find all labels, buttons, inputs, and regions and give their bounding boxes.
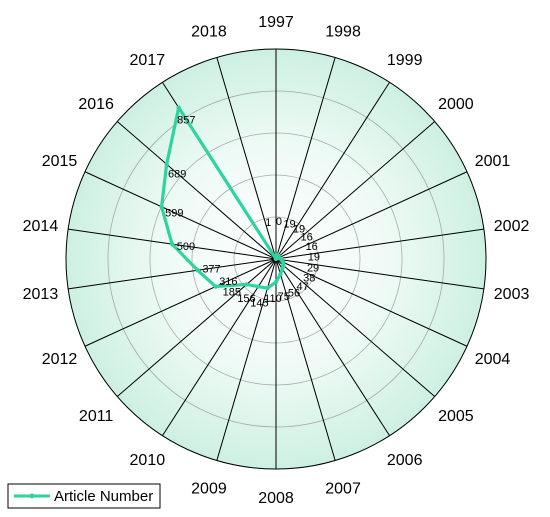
spoke-2000 [275, 121, 436, 260]
spoke-2018 [216, 57, 277, 260]
spoke-2009 [216, 258, 277, 461]
point-2007 [278, 271, 283, 277]
category-label-2001: 2001 [475, 153, 511, 170]
value-label-2007: 75 [278, 291, 290, 303]
value-label-1999: 19 [293, 224, 305, 236]
category-label-2015: 2015 [42, 153, 78, 170]
point-2004 [281, 260, 286, 265]
category-label-2009: 2009 [191, 480, 227, 497]
category-label-2008: 2008 [258, 490, 294, 507]
category-label-2007: 2007 [325, 480, 361, 497]
spoke-2004 [275, 258, 468, 347]
category-label-2012: 2012 [42, 351, 78, 368]
value-label-2016: 689 [168, 168, 186, 180]
category-label-2003: 2003 [494, 286, 530, 303]
category-label-2000: 2000 [438, 96, 474, 113]
category-labels: 1997 1998 1999 2000 2001 2002 2003 2004 2005 2006… [23, 14, 530, 507]
legend-box [7, 483, 161, 509]
spoke-2007 [275, 258, 336, 461]
point-2012 [213, 284, 218, 289]
spoke-2012 [84, 258, 277, 347]
value-label-2017: 857 [177, 114, 195, 126]
point-2014 [169, 241, 175, 247]
polar-sectors [65, 48, 487, 470]
point-2011 [244, 282, 249, 287]
value-label-2009: 145 [250, 297, 268, 309]
category-label-2010: 2010 [130, 452, 166, 469]
point-2015 [159, 204, 164, 209]
point-2008 [273, 279, 279, 285]
category-label-1997: 1997 [258, 14, 294, 31]
value-label-2011: 185 [223, 287, 241, 299]
value-label-2001: 16 [306, 241, 318, 253]
category-label-2017: 2017 [130, 52, 166, 69]
series-layer [159, 105, 286, 291]
value-label-2005: 47 [297, 281, 309, 293]
value-label-2015: 599 [165, 208, 183, 220]
spoke-2001 [275, 171, 468, 260]
point-2016 [164, 162, 169, 167]
spoke-2015 [84, 171, 277, 260]
category-label-2016: 2016 [78, 96, 114, 113]
spoke-2016 [116, 121, 277, 260]
value-label-2004: 38 [303, 272, 315, 284]
category-label-1998: 1998 [325, 24, 361, 41]
point-2010 [256, 284, 261, 289]
point-2017 [176, 105, 181, 110]
spoke-2002 [275, 228, 484, 260]
value-label-2006: 56 [288, 287, 300, 299]
spoke-2003 [275, 258, 484, 290]
legend: Article Number [7, 483, 161, 509]
value-label-2010: 156 [237, 293, 255, 305]
legend-entry-label: Article Number [54, 488, 153, 505]
category-label-2004: 2004 [475, 351, 511, 368]
spoke-2010 [162, 258, 277, 436]
spoke-1998 [275, 57, 336, 260]
value-label-2002: 19 [308, 252, 320, 264]
value-label-2008: 110 [264, 293, 282, 305]
point-2009 [265, 286, 270, 291]
category-label-2006: 2006 [387, 452, 423, 469]
category-label-2005: 2005 [438, 408, 474, 425]
point-2018 [273, 256, 279, 261]
category-label-2013: 2013 [23, 286, 59, 303]
category-label-2011: 2011 [79, 408, 114, 425]
value-label-2012: 316 [219, 276, 237, 288]
value-label-2014: 500 [177, 241, 195, 253]
value-label-1998: 19 [283, 218, 295, 230]
spoke-2006 [275, 258, 390, 436]
legend-swatch-marker [29, 493, 35, 499]
spoke-2005 [275, 258, 436, 397]
spoke-2011 [116, 258, 277, 397]
point-2013 [195, 268, 200, 273]
value-label-2003: 29 [307, 262, 319, 274]
category-label-2002: 2002 [494, 218, 530, 235]
value-labels: 0 191916161929384756751101451561853163775… [165, 114, 320, 309]
point-2005 [281, 263, 286, 268]
point-2006 [280, 266, 285, 272]
category-label-2014: 2014 [23, 218, 59, 235]
spoke-2013 [68, 258, 277, 290]
value-label-2000: 16 [300, 231, 312, 243]
value-label-2013: 377 [202, 263, 220, 275]
category-label-2018: 2018 [191, 24, 227, 41]
category-label-1999: 1999 [387, 52, 423, 69]
value-label-2018: 1 [265, 217, 271, 229]
spoke-1999 [275, 82, 390, 260]
value-label-1997: 0 [276, 216, 282, 228]
